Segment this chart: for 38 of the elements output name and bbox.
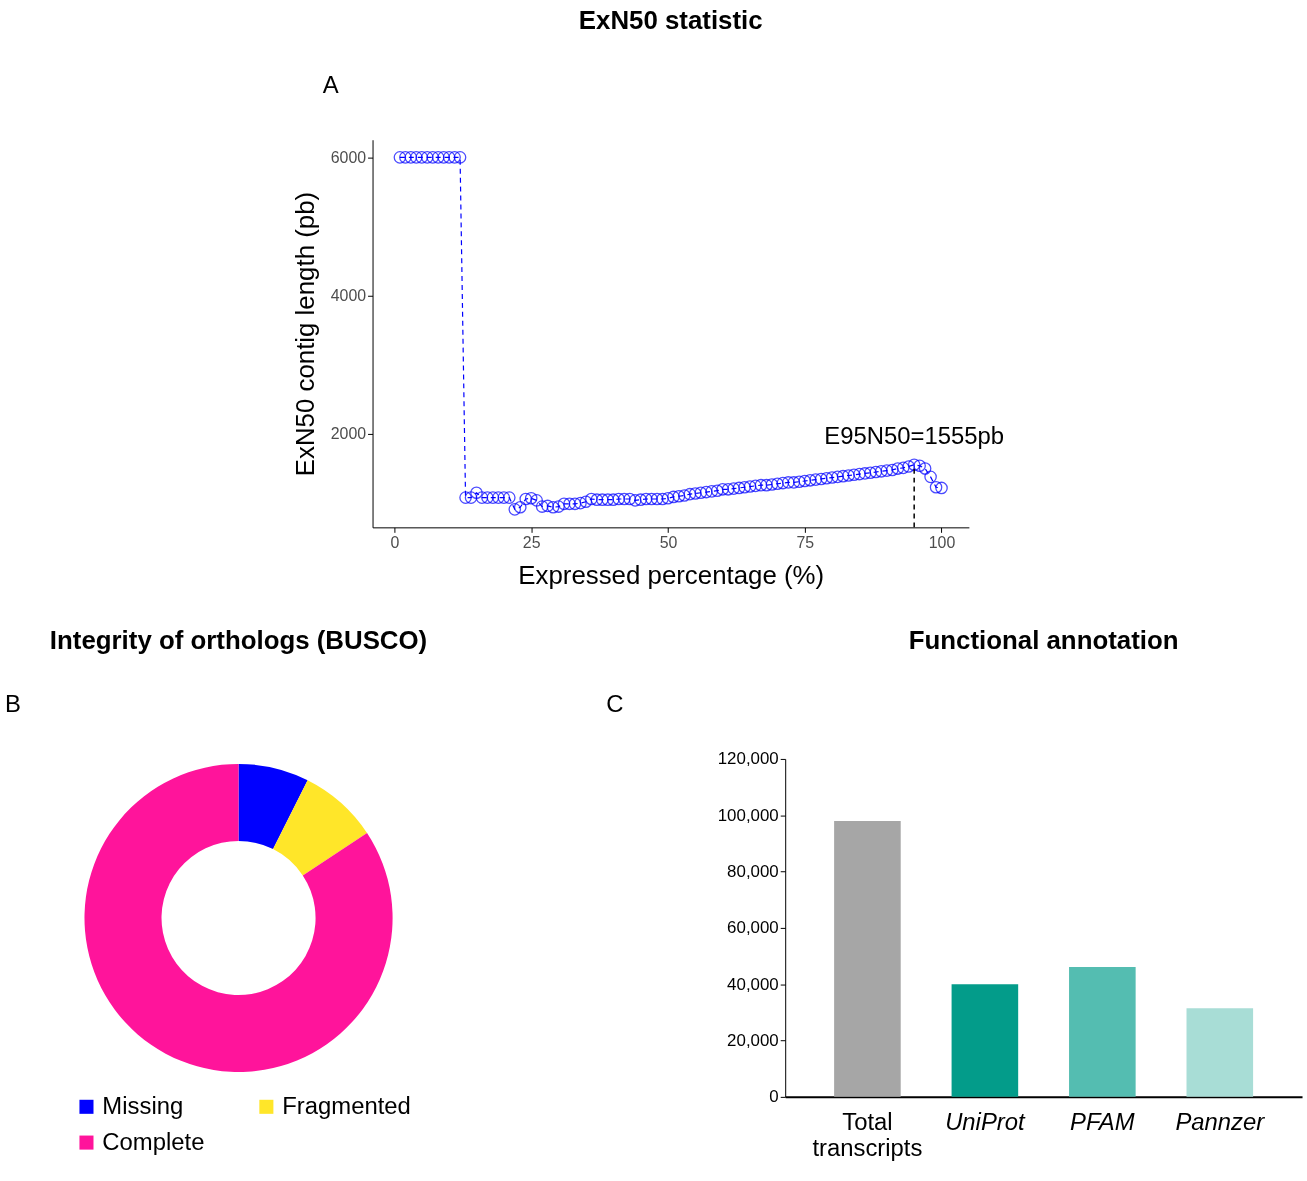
y-tick-label: 40,000 [727, 974, 779, 994]
bar [951, 984, 1019, 1097]
y-axis-title: ExN50 contig length (pb) [290, 191, 319, 477]
x-tick-label: 100 [928, 533, 956, 551]
legend-label: Fragmented [282, 1091, 411, 1119]
y-tick-label: 120,000 [717, 749, 779, 769]
x-tick-label: 0 [390, 533, 400, 551]
annotation: E95N50=1555pb [824, 421, 1004, 449]
chart-title: Functional annotation [908, 625, 1179, 654]
y-tick-label: 20,000 [727, 1031, 779, 1051]
donut-slice [273, 780, 368, 876]
y-tick-label: 0 [769, 1087, 779, 1107]
legend-label: Missing [102, 1091, 184, 1119]
legend-label: Complete [102, 1127, 205, 1155]
text: C [606, 690, 624, 718]
y-tick-label: 2000 [330, 425, 367, 443]
y-tick-label: 6000 [330, 148, 367, 166]
text: A [322, 71, 339, 99]
x-tick-label: 50 [659, 533, 678, 551]
donut-slice [238, 763, 308, 850]
text: B [4, 690, 21, 718]
x-tick-label: Total transcripts [812, 1108, 923, 1161]
chart-title: ExN50 statistic [578, 6, 763, 35]
bar [1069, 967, 1136, 1097]
y-tick-label: 60,000 [727, 918, 779, 938]
y-tick-label: 4000 [330, 287, 367, 305]
x-tick-label: 75 [796, 533, 815, 551]
chart-title: Integrity of orthologs (BUSCO) [49, 625, 428, 654]
y-tick-label: 100,000 [717, 805, 779, 825]
bar [834, 820, 901, 1097]
x-axis-title: Expressed percentage (%) [518, 560, 825, 589]
x-tick-label: PFAM [1070, 1108, 1135, 1136]
x-tick-label: 25 [522, 533, 541, 551]
x-tick-label: UniProt [945, 1108, 1026, 1136]
donut-slice [84, 763, 393, 1072]
x-tick-label: Pannzer [1175, 1108, 1266, 1136]
y-tick-label: 80,000 [727, 862, 779, 882]
bar [1186, 1008, 1254, 1097]
